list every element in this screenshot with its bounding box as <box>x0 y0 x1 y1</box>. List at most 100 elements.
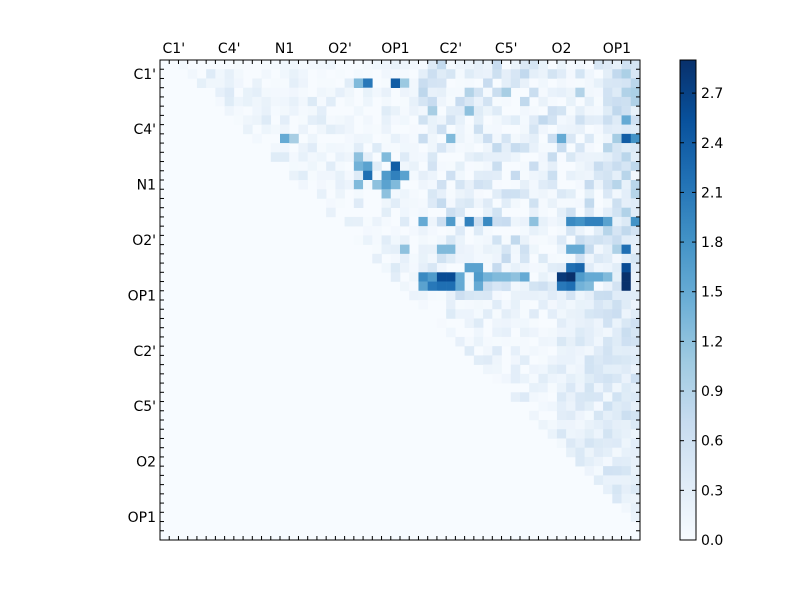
heatmap-cell <box>492 244 502 255</box>
heatmap-cell <box>483 78 493 88</box>
heatmap-cell <box>409 170 419 181</box>
heatmap-cell <box>501 309 512 319</box>
heatmap-cell <box>603 115 613 125</box>
heatmap-cell <box>612 466 622 476</box>
heatmap-cell <box>556 281 567 292</box>
heatmap-cell <box>446 143 456 153</box>
heatmap-cell <box>270 143 281 153</box>
heatmap-cell <box>538 401 548 412</box>
heatmap-cell <box>316 124 327 135</box>
heatmap-cell <box>280 124 290 135</box>
heatmap-cell <box>483 87 493 98</box>
heatmap-cell <box>400 244 410 255</box>
heatmap-cell <box>501 133 512 144</box>
heatmap-cell <box>575 355 585 365</box>
heatmap-cell <box>455 235 465 245</box>
heatmap-cell <box>603 124 613 135</box>
heatmap-cell <box>520 96 530 107</box>
heatmap-cell <box>409 189 419 199</box>
heatmap-cell <box>630 226 641 236</box>
heatmap-cell <box>363 133 373 144</box>
heatmap-cell <box>621 410 632 421</box>
heatmap-cell <box>289 161 299 172</box>
heatmap-cell <box>464 189 475 199</box>
heatmap-cell <box>326 180 336 190</box>
heatmap-cell <box>427 96 438 107</box>
heatmap-cell <box>510 373 521 384</box>
heatmap-cell <box>446 327 456 338</box>
heatmap-cell <box>547 253 558 264</box>
heatmap-cell <box>372 143 382 153</box>
heatmap-cell <box>510 216 521 227</box>
heatmap-cell <box>446 226 456 236</box>
heatmap-cell <box>538 87 548 98</box>
heatmap-cell <box>427 124 438 135</box>
heatmap-cell <box>510 318 521 328</box>
heatmap-cell <box>584 253 595 264</box>
heatmap-cell <box>501 69 512 79</box>
heatmap-cell <box>280 60 290 70</box>
heatmap-cell <box>363 161 373 172</box>
heatmap-cell <box>584 336 595 347</box>
heatmap-cell <box>353 152 364 162</box>
heatmap-cell <box>584 106 595 116</box>
heatmap-cell <box>566 383 576 393</box>
heatmap-cell <box>547 96 558 107</box>
heatmap-cell <box>436 244 447 255</box>
heatmap-cell <box>436 272 447 282</box>
colorbar <box>679 59 697 541</box>
heatmap-cell <box>307 143 318 153</box>
heatmap-cell <box>621 493 632 504</box>
heatmap-cell <box>593 133 604 144</box>
heatmap-cell <box>630 327 641 338</box>
heatmap-cell <box>455 133 465 144</box>
heatmap-cell <box>556 207 567 218</box>
heatmap-cell <box>436 87 447 98</box>
heatmap-cell <box>381 96 392 107</box>
heatmap-cell <box>307 115 318 125</box>
heatmap-cell <box>501 281 512 292</box>
heatmap-cell <box>603 410 613 421</box>
heatmap-cell <box>593 161 604 172</box>
heatmap-cell <box>593 263 604 273</box>
heatmap-cell <box>390 106 401 116</box>
heatmap-cell <box>547 161 558 172</box>
heatmap-cell <box>510 133 521 144</box>
heatmap-cell <box>436 253 447 264</box>
heatmap-cell <box>538 180 548 190</box>
heatmap-cell <box>529 327 539 338</box>
heatmap-cell <box>612 96 622 107</box>
colorbar-tick-label: 0.3 <box>701 483 723 499</box>
heatmap-cell <box>603 438 613 448</box>
heatmap-cell <box>446 189 456 199</box>
heatmap-cell <box>538 263 548 273</box>
heatmap-cell <box>547 180 558 190</box>
heatmap-cell <box>483 263 493 273</box>
heatmap-cell <box>612 87 622 98</box>
heatmap-cell <box>400 189 410 199</box>
heatmap-cell <box>630 96 641 107</box>
heatmap-cell <box>510 180 521 190</box>
heatmap-cell <box>418 244 428 255</box>
heatmap-cell <box>446 87 456 98</box>
heatmap-cell <box>483 290 493 301</box>
heatmap-cell <box>483 253 493 264</box>
heatmap-cell <box>492 216 502 227</box>
heatmap-cell <box>603 290 613 301</box>
heatmap-cell <box>492 281 502 292</box>
y-tick-label: N1 <box>137 178 156 194</box>
heatmap-cell <box>381 133 392 144</box>
heatmap-cell <box>400 78 410 88</box>
heatmap-cell <box>630 410 641 421</box>
heatmap-cell <box>280 69 290 79</box>
heatmap-cell <box>630 281 641 292</box>
heatmap-cell <box>575 106 585 116</box>
heatmap-cell <box>400 87 410 98</box>
heatmap-cell <box>233 60 244 70</box>
heatmap-cell <box>409 226 419 236</box>
heatmap-cell <box>381 244 392 255</box>
heatmap-cell <box>353 69 364 79</box>
heatmap-cell <box>316 170 327 181</box>
heatmap-cell <box>353 216 364 227</box>
heatmap-cell <box>372 226 382 236</box>
